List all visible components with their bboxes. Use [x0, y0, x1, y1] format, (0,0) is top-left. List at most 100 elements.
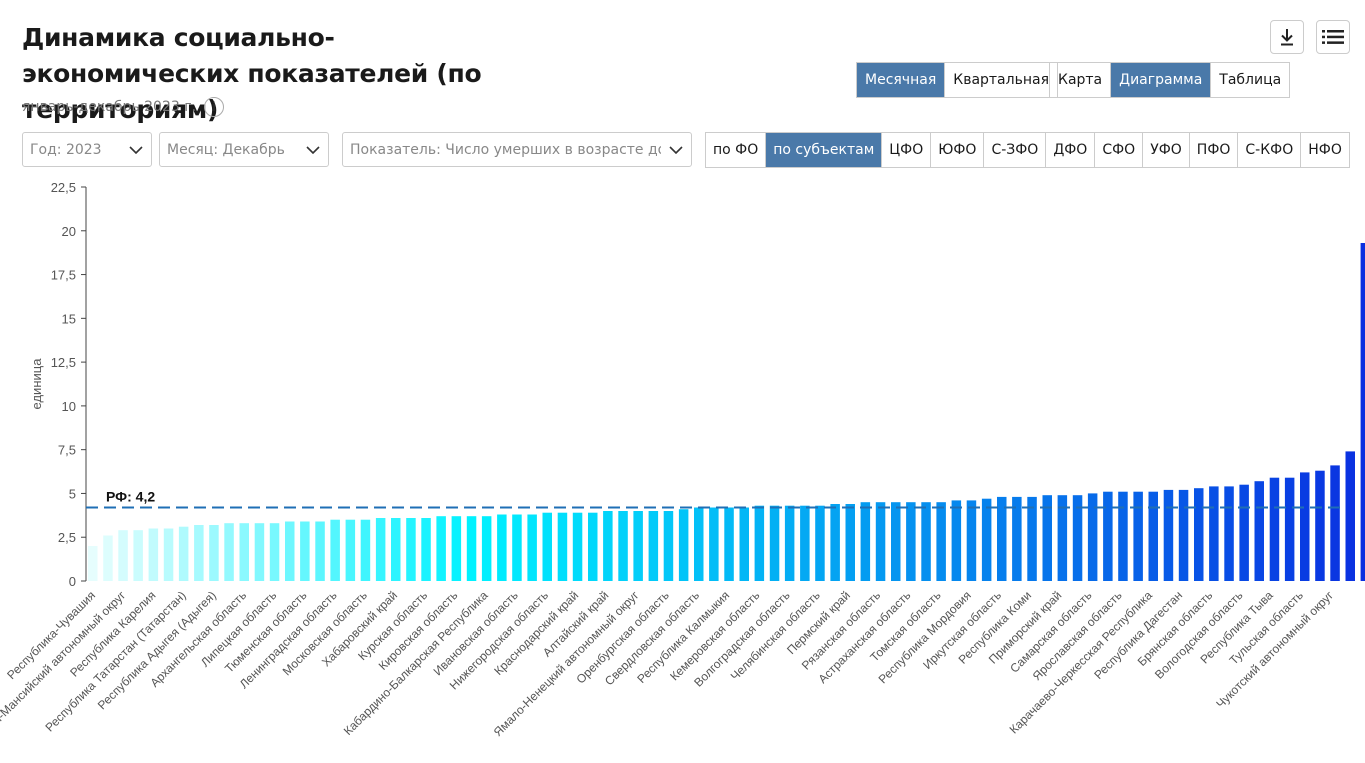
bar [315, 521, 325, 581]
bar [1300, 472, 1310, 581]
y-tick-label: 0 [69, 574, 76, 589]
y-tick-label: 12,5 [51, 355, 76, 370]
info-icon[interactable]: i [204, 97, 225, 117]
bar [572, 512, 583, 581]
bar [1254, 481, 1264, 581]
x-tick-label: Республика Адыгея (Адыгея) [95, 588, 219, 712]
bar [557, 512, 568, 581]
bar [1284, 477, 1295, 581]
tab-ufo[interactable]: УФО [1142, 133, 1189, 167]
bar [830, 504, 840, 581]
bar [997, 496, 1007, 581]
tab-pfo[interactable]: ПФО [1188, 133, 1238, 167]
x-tick-label: Кабардино-Балкарская Республика [341, 588, 491, 738]
bar [891, 502, 901, 581]
tab-yufo[interactable]: ЮФО [930, 133, 983, 167]
frequency-tabs: Месячная Квартальная [856, 62, 1058, 98]
download-button[interactable] [1270, 20, 1304, 54]
reference-line-label: РФ: 4,2 [106, 489, 155, 505]
tab-monthly[interactable]: Месячная [857, 63, 945, 97]
bar [88, 546, 98, 581]
bar [436, 516, 446, 581]
bar [860, 502, 871, 581]
bar [300, 521, 310, 581]
y-axis-label: единица [29, 358, 44, 410]
year-select[interactable]: Год: 2023 [22, 132, 152, 167]
tab-table[interactable]: Таблица [1210, 63, 1289, 97]
tab-map[interactable]: Карта [1058, 72, 1103, 88]
bar [481, 516, 492, 581]
bar [1072, 495, 1083, 581]
bar [1027, 496, 1037, 581]
month-select[interactable]: Месяц: Декабрь [159, 132, 329, 167]
bar [663, 511, 674, 581]
bar [1103, 491, 1113, 581]
x-tick-label: Брянская область [1135, 588, 1216, 669]
bar [269, 523, 280, 581]
y-tick-label: 10 [62, 399, 76, 414]
bar [330, 519, 340, 581]
tab-diagram[interactable]: Диаграмма [1110, 63, 1211, 97]
bar [133, 530, 143, 581]
tab-by-fo[interactable]: по ФО [713, 142, 759, 158]
tab-sfo[interactable]: СФО [1094, 133, 1142, 167]
bar [875, 502, 886, 581]
x-tick-label: Оренбургская область [574, 588, 672, 686]
bar [921, 502, 931, 581]
x-tick-label: Кемеровская область [667, 588, 762, 683]
bar [1209, 486, 1219, 581]
x-tick-label: Нижегородская область [447, 588, 551, 692]
bar [421, 518, 431, 581]
bar [1330, 465, 1340, 581]
bar [981, 498, 992, 581]
x-tick-label: Хабаровский край [319, 588, 400, 669]
bar [512, 514, 522, 581]
tab-cfo[interactable]: ЦФО [881, 133, 930, 167]
x-tick-label: Алтайский край [540, 588, 611, 659]
tab-quarterly[interactable]: Квартальная [944, 63, 1057, 97]
bar [936, 502, 946, 581]
x-tick-label: Челябинская область [728, 588, 823, 683]
tab-dfo[interactable]: ДФО [1045, 133, 1094, 167]
x-tick-label: Астраханская область [816, 588, 914, 686]
bar [648, 511, 659, 581]
menu-button[interactable] [1316, 20, 1350, 54]
y-tick-label: 15 [62, 311, 76, 326]
bar [769, 505, 780, 581]
bar [1269, 477, 1280, 581]
bar [1042, 495, 1052, 581]
bar [148, 528, 159, 581]
bar [375, 518, 386, 581]
bar [466, 516, 477, 581]
bar [345, 519, 356, 581]
bar [1315, 470, 1325, 581]
x-tick-label: Республика-Чувашия [4, 588, 98, 682]
x-tick-label: Рязанская область [799, 588, 883, 672]
year-select-value: Год: 2023 [30, 141, 102, 158]
month-select-value: Месяц: Декабрь [167, 141, 285, 158]
y-tick-label: 5 [69, 486, 76, 501]
x-tick-label: Архангельская область [147, 588, 249, 690]
x-tick-label: Республика Калмыкия [634, 588, 732, 686]
bar [497, 514, 507, 581]
bar [1239, 484, 1249, 581]
chevron-down-icon [298, 145, 328, 154]
indicator-select-value: Показатель: Число умерших в возрасте до … [350, 141, 661, 158]
x-tick-label: Ярославская область [1030, 588, 1125, 683]
bar [1133, 491, 1143, 581]
tab-nfo[interactable]: НФО [1300, 133, 1349, 167]
bar [391, 518, 401, 581]
bar [542, 512, 552, 581]
bar [603, 511, 613, 581]
list-icon [1322, 30, 1344, 44]
bar [678, 509, 689, 581]
period-subtitle: январь-декабрь 2023 г. i [22, 97, 225, 117]
tab-by-subjects[interactable]: по субъектам [765, 133, 882, 167]
x-tick-label: Республика Дагестан [1091, 588, 1185, 682]
bar [194, 525, 204, 581]
indicator-select[interactable]: Показатель: Число умерших в возрасте до … [342, 132, 692, 167]
bar [951, 500, 962, 581]
tab-skfo[interactable]: С-КФО [1237, 133, 1300, 167]
chevron-down-icon [661, 145, 691, 154]
tab-szfo[interactable]: С-ЗФО [983, 133, 1045, 167]
